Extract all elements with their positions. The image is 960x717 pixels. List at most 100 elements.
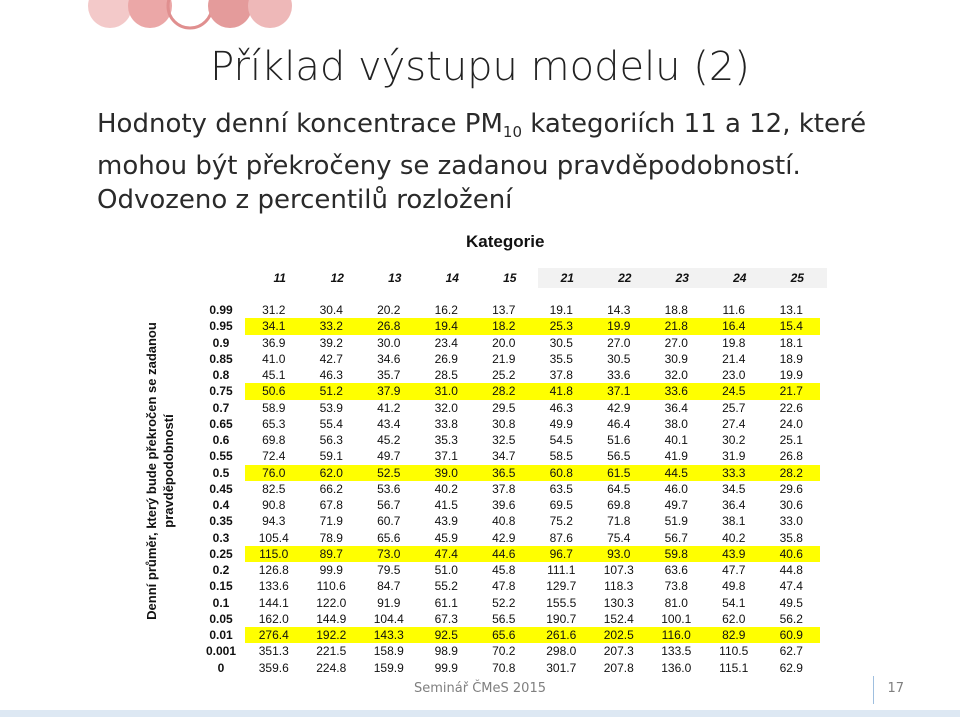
value-cell: 73.8 [664, 579, 688, 594]
value-cell: 56.7 [664, 530, 688, 545]
value-cell: 42.9 [607, 400, 631, 415]
table-row: 0.4 90.8 67.8 56.7 41.5 39.6 69.5 69.8 49.7 36.4 3… [197, 497, 820, 513]
value-cell: 41.8 [532, 383, 590, 400]
value-cell: 35.5 [549, 351, 573, 366]
value-cell: 39.0 [417, 464, 475, 481]
value-cell: 65.3 [262, 416, 286, 431]
value-cell: 41.5 [434, 498, 458, 513]
value-cell: 26.9 [434, 351, 458, 366]
value-cell: 62.0 [722, 611, 746, 626]
value-cell: 158.9 [373, 644, 404, 659]
value-cell: 38.1 [722, 514, 746, 529]
table-row: 0.05 162.0 144.9 104.4 67.3 56.5 190.7 152.4 100… [197, 611, 820, 627]
value-cell: 60.7 [377, 514, 401, 529]
value-cell: 30.5 [549, 335, 573, 350]
probability-cell: 0.99 [209, 303, 233, 318]
table-row: 0.1 144.1 122.0 91.9 61.1 52.2 155.5 130.3 81.0 5… [197, 595, 820, 611]
value-cell: 63.6 [664, 563, 688, 578]
category-header-22: 22 [618, 271, 632, 285]
value-cell: 25.1 [779, 433, 803, 448]
category-header-row: 11 12 13 14 15 21 22 23 24 25 [251, 268, 826, 288]
value-cell: 34.6 [377, 351, 401, 366]
value-cell: 30.6 [779, 498, 803, 513]
value-cell: 23.0 [722, 368, 746, 383]
value-cell: 99.9 [434, 660, 458, 675]
table-row: 0.2 126.8 99.9 79.5 51.0 45.8 111.1 107.3 63.6 47… [197, 562, 820, 578]
table-row: 0.65 65.3 55.4 43.4 33.8 30.8 49.9 46.4 38.0 27.4… [197, 416, 820, 432]
value-cell: 301.7 [546, 660, 577, 675]
footer: Seminář ČMeS 2015 [414, 681, 546, 696]
value-cell: 55.4 [319, 416, 343, 431]
value-cell: 39.2 [319, 335, 343, 350]
value-cell: 70.2 [492, 644, 516, 659]
value-cell: 25.7 [722, 400, 746, 415]
value-cell: 43.4 [377, 416, 401, 431]
value-cell: 192.2 [302, 627, 360, 644]
row-axis-label: Denní průměr, který bude překročen se za… [144, 322, 176, 620]
value-cell: 37.8 [549, 368, 573, 383]
value-cell: 60.9 [762, 627, 820, 644]
value-cell: 56.3 [319, 433, 343, 448]
value-cell: 49.8 [722, 579, 746, 594]
value-cell: 32.0 [664, 368, 688, 383]
value-cell: 40.2 [722, 530, 746, 545]
value-cell: 11.6 [722, 303, 745, 318]
probability-cell: 0.55 [209, 449, 233, 464]
subtitle-line-1: Hodnoty denní koncentrace PM10 kategorií… [97, 107, 897, 149]
value-cell: 115.1 [719, 660, 749, 675]
value-cell: 67.8 [319, 498, 343, 513]
slide-subtitle: Hodnoty denní koncentrace PM10 kategorií… [97, 107, 897, 217]
value-cell: 41.0 [262, 351, 286, 366]
value-cell: 51.0 [434, 563, 458, 578]
value-cell: 15.4 [762, 318, 820, 335]
value-cell: 53.9 [319, 400, 343, 415]
value-cell: 107.3 [603, 563, 634, 578]
probability-cell: 0.75 [209, 384, 233, 399]
value-cell: 51.9 [664, 514, 688, 529]
data-table: 0.99 31.2 30.4 20.2 16.2 13.7 19.1 14.3 18.8 11.6… [197, 302, 820, 676]
value-cell: 46.4 [607, 416, 631, 431]
value-cell: 221.5 [316, 644, 347, 659]
value-cell: 122.0 [316, 595, 347, 610]
value-cell: 72.4 [262, 449, 286, 464]
value-cell: 44.8 [779, 563, 803, 578]
value-cell: 49.9 [549, 416, 573, 431]
value-cell: 18.9 [779, 351, 803, 366]
value-cell: 298.0 [546, 644, 577, 659]
value-cell: 21.9 [492, 351, 516, 366]
category-header-21: 21 [560, 271, 574, 285]
probability-cell: 0.25 [209, 546, 233, 561]
value-cell: 26.8 [360, 318, 418, 335]
value-cell: 40.2 [434, 481, 458, 496]
value-cell: 49.7 [664, 498, 688, 513]
value-cell: 21.7 [762, 383, 820, 400]
value-cell: 93.0 [590, 545, 648, 562]
value-cell: 33.2 [302, 318, 360, 335]
value-cell: 14.3 [607, 303, 631, 318]
value-cell: 16.4 [705, 318, 763, 335]
value-cell: 16.2 [434, 303, 458, 318]
value-cell: 207.3 [603, 644, 634, 659]
value-cell: 73.0 [360, 545, 418, 562]
table-row: 0.7 58.9 53.9 41.2 32.0 29.5 46.3 42.9 36.4 25.7 2… [197, 400, 820, 416]
value-cell: 58.9 [262, 400, 286, 415]
value-cell: 69.8 [262, 433, 286, 448]
value-cell: 261.6 [532, 627, 590, 644]
probability-cell: 0.15 [209, 579, 233, 594]
value-cell: 24.5 [705, 383, 763, 400]
value-cell: 52.5 [360, 464, 418, 481]
value-cell: 27.4 [722, 416, 746, 431]
value-cell: 45.2 [377, 433, 401, 448]
probability-cell: 0.7 [212, 400, 230, 415]
value-cell: 351.3 [258, 644, 289, 659]
value-cell: 40.8 [492, 514, 516, 529]
value-cell: 30.0 [377, 335, 401, 350]
table-row: 0.95 34.1 33.2 26.8 19.4 18.2 25.3 19.9 21.8 16.4… [197, 318, 820, 335]
value-cell: 37.1 [590, 383, 648, 400]
subtitle-line-2: mohou být překročeny se zadanou pravděpo… [97, 151, 801, 181]
table-row: 0.6 69.8 56.3 45.2 35.3 32.5 54.5 51.6 40.1 30.2 2… [197, 432, 820, 448]
value-cell: 59.8 [647, 545, 705, 562]
table-row: 0.001 351.3 221.5 158.9 98.9 70.2 298.0 207.3 13… [197, 643, 820, 659]
header-shade [538, 268, 827, 288]
value-cell: 37.9 [360, 383, 418, 400]
